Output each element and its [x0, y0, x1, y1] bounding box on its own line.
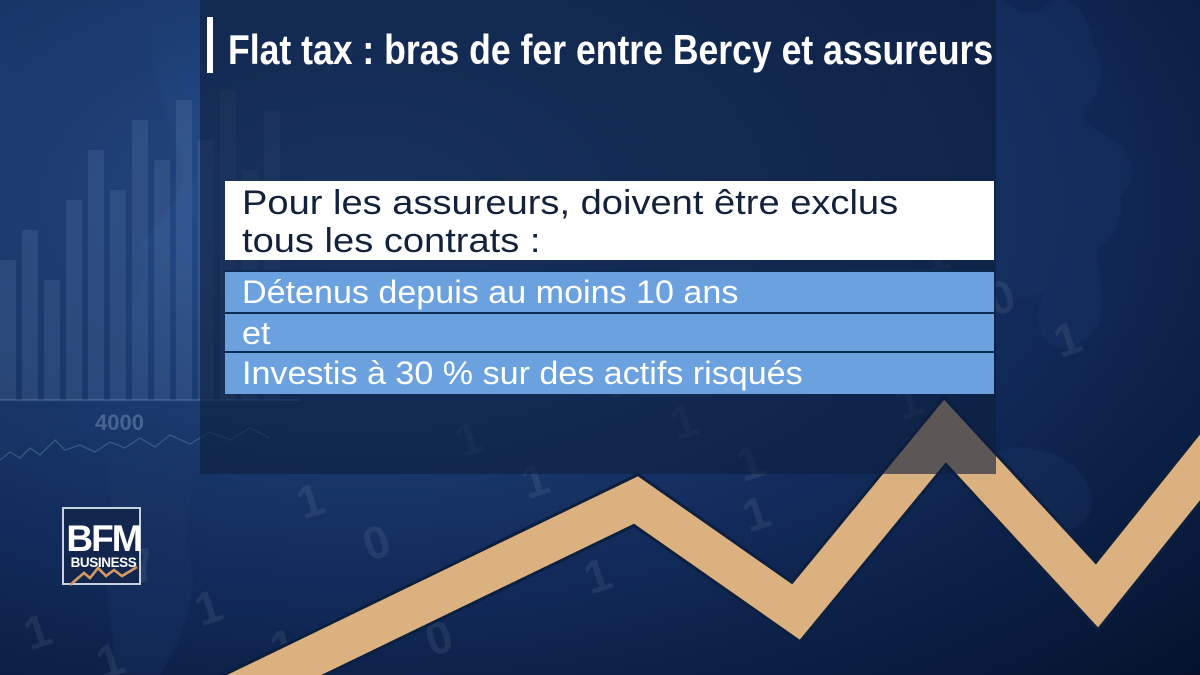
svg-text:BUSINESS: BUSINESS: [71, 555, 137, 570]
svg-text:BFM: BFM: [66, 518, 140, 559]
